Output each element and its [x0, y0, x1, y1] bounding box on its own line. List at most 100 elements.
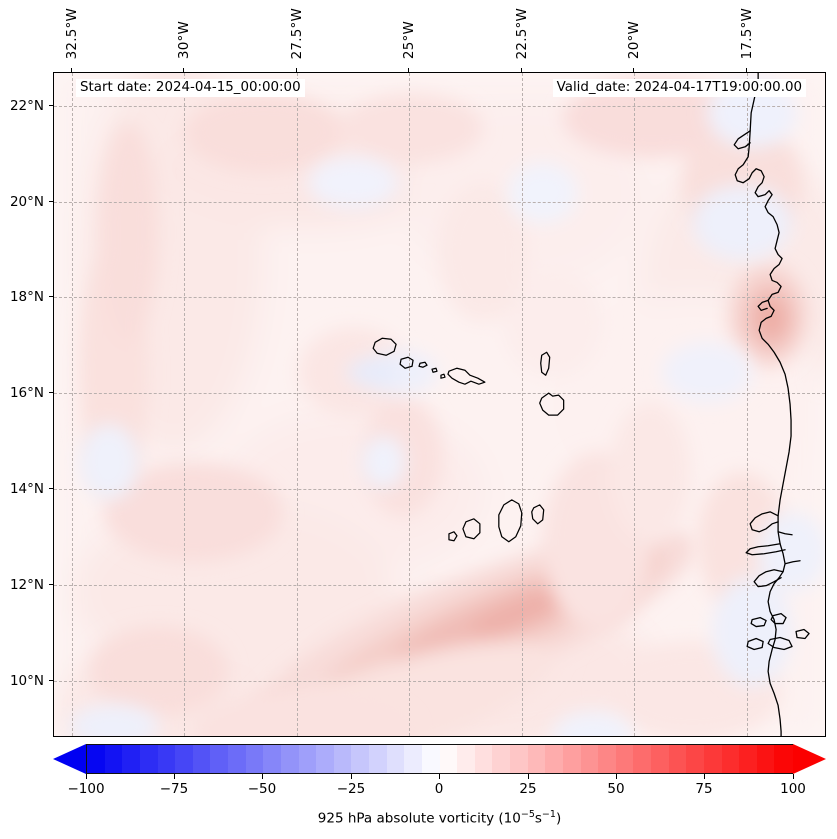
xtick-label-17.5W: 17.5°W [739, 7, 755, 59]
island-sal [540, 351, 551, 376]
cbtick-mark-50 [616, 774, 617, 779]
cbtick-mark-100 [793, 774, 794, 779]
colorbar-segment [351, 745, 370, 773]
island-santiago [498, 499, 523, 543]
cbtick-label--75: −75 [159, 781, 189, 797]
xtick-label-25W: 25°W [401, 20, 417, 59]
colorbar-segment [774, 745, 793, 773]
colorbar-segment [439, 745, 458, 773]
island-maio [531, 504, 545, 525]
coastlines [372, 73, 810, 736]
ytick-label-20N: 20°N [9, 194, 44, 210]
cbtick-label-75: 75 [695, 781, 713, 797]
colorbar-segment [87, 745, 106, 773]
ytick-label-18N: 18°N [9, 289, 44, 305]
coastline-west-africa-main [734, 73, 792, 736]
colorbar-segment [474, 745, 494, 773]
ytick-mark-14N [49, 488, 53, 489]
colorbar-segment [157, 745, 176, 773]
coastline-banc-darguin [757, 299, 769, 312]
colorbar-extend-max-arrow [793, 744, 826, 774]
cbtick-mark--100 [86, 774, 87, 779]
colorbar-segment [228, 745, 247, 773]
island-sao-vicente [399, 356, 414, 369]
island-bijagos-5 [795, 628, 810, 640]
island-brava [448, 531, 458, 542]
colorbar-segment [316, 745, 335, 773]
xtick-mark-3 [408, 68, 409, 72]
ytick-mark-16N [49, 392, 53, 393]
start-date-annotation: Start date: 2024-04-15_00:00:00 [76, 79, 305, 98]
xtick-label-22.5W: 22.5°W [514, 7, 530, 59]
ytick-label-22N: 22°N [9, 98, 44, 114]
ytick-label-16N: 16°N [9, 385, 44, 401]
colorbar-segment [668, 745, 688, 773]
islet-branco [431, 367, 438, 373]
cbtick-mark--75 [174, 774, 175, 779]
ytick-mark-20N [49, 201, 53, 202]
xtick-label-27.5W: 27.5°W [289, 7, 305, 59]
colorbar-segment [175, 745, 194, 773]
colorbar-segment [369, 745, 388, 773]
xtick-label-32.5W: 32.5°W [64, 7, 80, 59]
colorbar[interactable]: −100 −75 −50 −25 0 25 50 75 100 925 hPa … [53, 744, 826, 827]
colorbar-segment [139, 745, 159, 773]
colorbar-segment [703, 745, 723, 773]
colorbar-title: 925 hPa absolute vorticity (10−5s−1) [53, 809, 826, 827]
colorbar-segment [122, 745, 141, 773]
cbtick-label-25: 25 [519, 781, 537, 797]
cbtick-label-0: 0 [434, 781, 444, 797]
colorbar-segment [545, 745, 564, 773]
cbtick-mark-0 [439, 774, 440, 779]
map-axes[interactable]: Start date: 2024-04-15_00:00:00 Valid_da… [53, 72, 826, 737]
colorbar-extend-min-arrow [53, 744, 86, 774]
colorbar-segment [739, 745, 758, 773]
islet-raso [440, 373, 446, 379]
coastline-gambia-river [745, 543, 786, 556]
colorbar-segment [686, 745, 705, 773]
colorbar-segment [404, 745, 423, 773]
cbtick-label--50: −50 [247, 781, 277, 797]
colorbar-segment [104, 745, 124, 773]
colorbar-segment [615, 745, 635, 773]
ytick-label-12N: 12°N [9, 577, 44, 593]
colorbar-gradient[interactable] [86, 744, 793, 774]
ytick-mark-10N [49, 680, 53, 681]
colorbar-title-text: 925 hPa absolute vorticity (10 [317, 810, 521, 827]
xtick-label-30W: 30°W [176, 20, 192, 59]
cbtick-mark-75 [704, 774, 705, 779]
coastline-inlet-a [777, 531, 793, 536]
cbtick-label-100: 100 [780, 781, 806, 797]
cbtick-label--100: −100 [67, 781, 105, 797]
cbtick-mark--50 [262, 774, 263, 779]
coastline-cap-vert [749, 511, 779, 533]
island-bijagos-1 [750, 616, 767, 628]
colorbar-segment [280, 745, 300, 773]
colorbar-title-end: ) [555, 810, 562, 827]
colorbar-segment [333, 745, 353, 773]
xtick-label-20W: 20°W [626, 20, 642, 59]
colorbar-segment [651, 745, 670, 773]
cbtick-mark--25 [351, 774, 352, 779]
colorbar-segment [756, 745, 776, 773]
cbtick-mark-25 [528, 774, 529, 779]
colorbar-title-exp2: −1 [541, 809, 556, 820]
colorbar-segment [527, 745, 547, 773]
colorbar-title-exp1: −5 [520, 809, 535, 820]
island-bijagos-3 [746, 637, 764, 651]
island-fogo [462, 518, 481, 540]
valid-date-annotation: Valid_date: 2024-04-17T19:00:00.00 [552, 79, 806, 98]
island-santa-luzia [418, 361, 428, 368]
cbtick-label-50: 50 [607, 781, 625, 797]
colorbar-segment [562, 745, 582, 773]
colorbar-segment [386, 745, 406, 773]
colorbar-segment [245, 745, 265, 773]
colorbar-segment [263, 745, 282, 773]
colorbar-segment [457, 745, 476, 773]
island-santo-antao [372, 337, 397, 356]
ytick-mark-18N [49, 296, 53, 297]
ytick-mark-12N [49, 584, 53, 585]
island-bijagos-2 [770, 612, 787, 625]
colorbar-title-mid: s [534, 810, 542, 827]
ytick-mark-22N [49, 105, 53, 106]
